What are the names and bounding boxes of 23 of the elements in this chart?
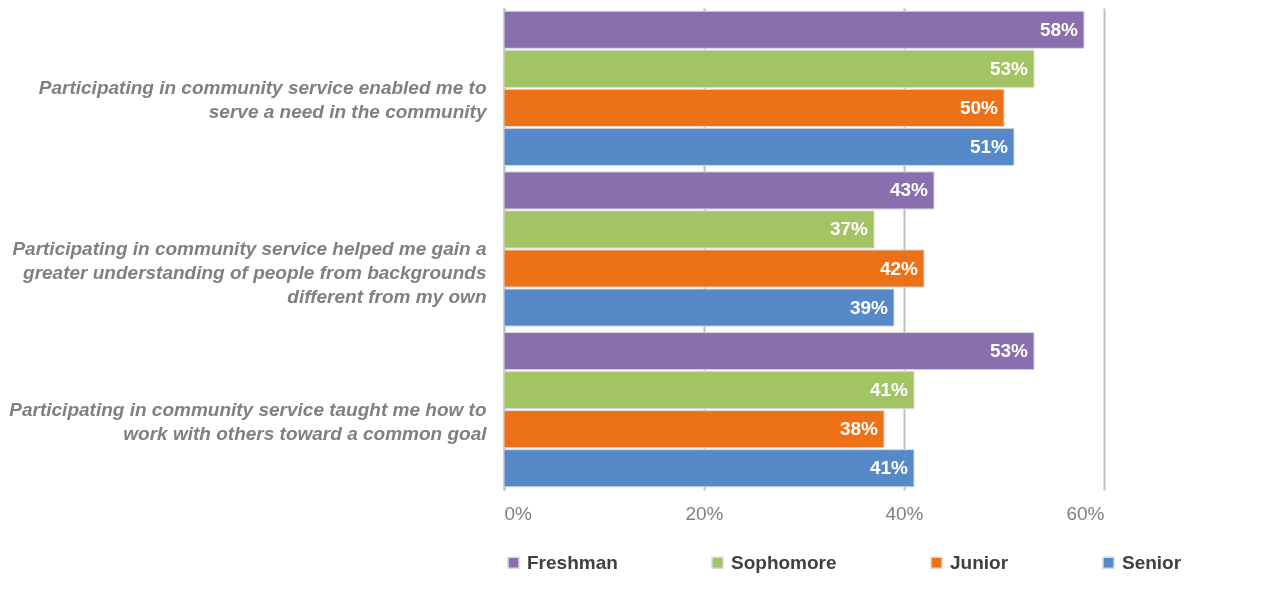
- y-tick-label: Participating in community service taught me how to work with others toward a common goal: [9, 398, 488, 444]
- data-label: 43%: [889, 179, 929, 201]
- data-label: 39%: [849, 296, 889, 318]
- legend-label: Senior: [1122, 551, 1182, 573]
- data-label: 53%: [989, 57, 1029, 79]
- data-label: 50%: [959, 96, 999, 118]
- data-label: 41%: [869, 379, 909, 401]
- x-tick-label: 40%: [885, 502, 924, 524]
- data-label: 42%: [879, 257, 919, 279]
- y-tick-label: Participating in community service enabled me to serve a need in the community: [38, 77, 488, 123]
- legend-label: Freshman: [527, 551, 618, 573]
- x-tick-label: 60%: [1066, 502, 1105, 524]
- y-tick-label: Participating in community service helped me gain a greater understanding of people from backgrounds different from my own: [12, 238, 487, 307]
- data-label: 51%: [969, 135, 1009, 157]
- x-tick-label: 20%: [685, 502, 724, 524]
- data-label: 58%: [1039, 18, 1079, 40]
- legend-label: Junior: [950, 551, 1009, 573]
- data-label: 41%: [869, 457, 909, 479]
- legend-label: Sophomore: [731, 551, 837, 573]
- data-label: 53%: [989, 340, 1029, 362]
- data-label: 38%: [839, 418, 879, 440]
- x-tick-label: 0%: [504, 502, 533, 524]
- data-label: 37%: [829, 218, 869, 240]
